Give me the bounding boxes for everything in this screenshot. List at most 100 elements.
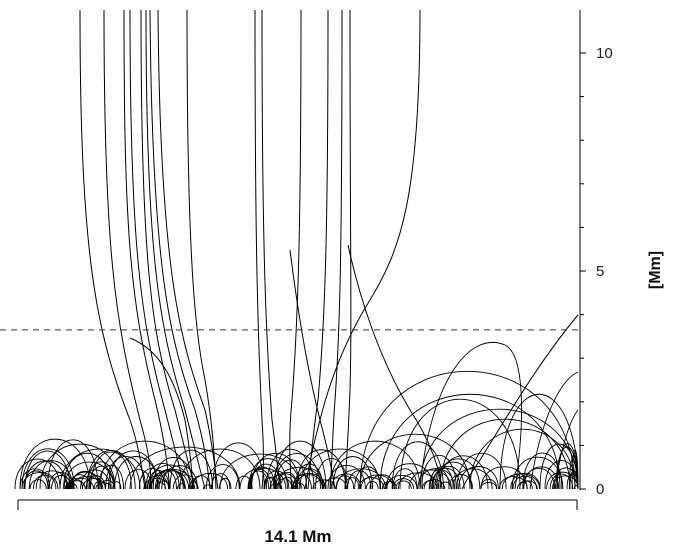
closed-field-loop [312, 479, 336, 490]
closed-field-loop [386, 475, 418, 490]
closed-field-loop [239, 467, 287, 490]
closed-field-loop [329, 440, 421, 490]
open-field-line [186, 9, 217, 490]
closed-field-loop [274, 459, 308, 490]
open-field-line [461, 314, 579, 490]
scale-bar: 14.1 Mm [17, 499, 578, 546]
closed-field-loop [429, 466, 454, 490]
tick-label: 5 [596, 263, 604, 280]
closed-field-loop [161, 465, 198, 490]
closed-field-loop [28, 460, 74, 490]
height-axis: 0 5 10 [Mm] [579, 10, 664, 498]
closed-field-loop [501, 473, 541, 490]
open-field-line [157, 9, 219, 490]
closed-field-loop [219, 453, 301, 490]
closed-field-loop [395, 480, 412, 490]
open-field-line [129, 337, 194, 490]
open-field-line [123, 9, 171, 490]
open-field-line [344, 9, 352, 490]
scale-bar-label: 14.1 Mm [264, 527, 331, 546]
closed-field-loop [172, 474, 198, 490]
closed-field-loop [344, 477, 360, 490]
closed-field-loop [14, 458, 61, 490]
closed-field-loop [421, 454, 457, 490]
closed-field-loop [436, 458, 481, 490]
closed-field-loop [265, 449, 315, 490]
closed-field-loop [23, 470, 49, 490]
open-field-line [304, 9, 421, 490]
open-field-lines [79, 9, 579, 490]
plot-area [0, 9, 580, 490]
closed-field-loop [332, 456, 374, 490]
closed-field-loop [124, 469, 153, 490]
closed-field-loop [391, 441, 444, 490]
closed-field-loop [154, 482, 167, 490]
closed-field-loop [145, 463, 180, 490]
closed-field-loop [499, 394, 579, 490]
tick-label: 10 [596, 45, 613, 62]
closed-field-loop [248, 469, 272, 490]
closed-field-loop [277, 471, 298, 490]
closed-field-loop [211, 473, 231, 490]
closed-field-loop [205, 464, 240, 490]
closed-field-loop [296, 449, 347, 490]
open-field-line [289, 249, 336, 490]
closed-field-loop [408, 469, 452, 490]
closed-field-loop [249, 466, 276, 490]
axis-ticks: 0 5 10 [580, 45, 613, 498]
closed-field-loop [299, 448, 381, 490]
closed-field-loop [456, 453, 507, 490]
closed-field-loop [70, 475, 103, 490]
open-field-line [149, 9, 211, 490]
closed-field-loop [93, 481, 104, 490]
closed-field-loop [275, 466, 323, 490]
closed-field-loop [90, 451, 132, 490]
closed-field-loop [177, 483, 186, 490]
closed-field-loop [529, 371, 579, 490]
closed-field-loop [276, 478, 293, 490]
closed-field-loop [264, 476, 278, 490]
closed-field-loop [469, 428, 576, 490]
closed-field-loop [273, 440, 327, 490]
open-field-line [261, 9, 281, 490]
closed-field-loop [21, 472, 59, 490]
closed-field-loop [251, 452, 301, 490]
closed-field-loop [512, 475, 537, 490]
closed-field-loop [439, 481, 452, 490]
closed-loops [14, 342, 579, 490]
closed-field-loop [554, 409, 579, 490]
closed-field-loop [157, 470, 177, 490]
closed-field-loop [295, 468, 325, 490]
open-field-line [289, 9, 302, 490]
closed-field-loop [67, 480, 86, 490]
closed-field-loop [399, 399, 521, 490]
open-field-line [329, 9, 343, 490]
closed-field-loop [480, 481, 497, 490]
closed-field-loop [24, 450, 71, 490]
closed-field-loop [146, 474, 170, 490]
closed-field-loop [21, 448, 75, 490]
open-field-line [79, 9, 146, 490]
closed-field-loop [29, 479, 47, 490]
closed-field-loop [85, 475, 106, 490]
closed-field-loop [39, 443, 121, 490]
closed-field-loop [379, 394, 561, 490]
closed-field-loop [421, 479, 446, 490]
closed-field-loop [432, 465, 465, 490]
open-field-line [140, 9, 196, 490]
axis-title: [Mm] [647, 251, 664, 289]
closed-field-loop [423, 480, 438, 490]
tick-label: 0 [596, 481, 604, 498]
closed-field-loop [59, 448, 141, 490]
closed-field-loop [82, 478, 106, 490]
closed-field-loop [392, 468, 418, 490]
closed-field-loop [247, 470, 270, 490]
closed-field-loop [113, 456, 159, 490]
closed-field-loop [419, 342, 522, 490]
open-field-line [145, 9, 206, 490]
closed-field-loop [112, 481, 122, 490]
closed-field-loop [99, 440, 191, 490]
closed-field-loop [439, 418, 571, 490]
closed-field-loop [359, 371, 576, 490]
